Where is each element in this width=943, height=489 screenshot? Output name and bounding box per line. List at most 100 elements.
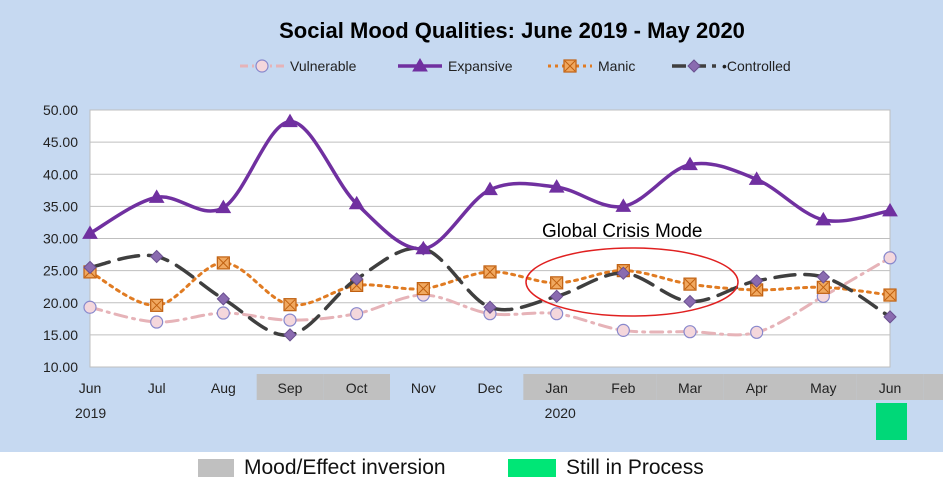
data-point-expansive [682,156,698,171]
data-point-manic-cross [884,289,896,301]
inversion-band [856,374,924,400]
in-process-swatch [508,459,556,477]
data-point-controlled [483,300,497,314]
data-point-controlled [616,266,631,280]
data-point-expansive [815,211,832,226]
inversion-band [323,374,390,400]
x-tick-label: Mar [678,380,702,396]
legend-label-controlled: •Controlled [722,58,791,74]
data-point-manic-cross [284,299,296,311]
x-tick-label: Apr [746,380,768,396]
data-point-vulnerable [883,251,897,265]
legend-item-vulnerable: Vulnerable [240,58,357,74]
data-point-expansive [82,225,98,239]
y-tick-label: 15.00 [43,327,78,343]
x-tick-label: Jun [79,380,102,396]
data-point-manic-cross [484,266,496,278]
data-point-manic-cross [551,277,563,289]
y-tick-label: 30.00 [43,231,78,247]
data-point-vulnerable [150,315,164,329]
y-tick-label: 45.00 [43,134,78,150]
y-tick-label: 40.00 [43,166,78,182]
legend-label-expansive: Expansive [448,58,513,74]
year-label: 2019 [75,405,106,421]
data-point-expansive [548,179,565,193]
data-point-vulnerable [616,323,630,337]
data-point-manic-cross [684,278,696,290]
annotation-label: Global Crisis Mode [542,221,703,242]
inversion-band [256,374,324,400]
inversion-swatch [198,459,234,477]
x-tick-label: Jun [879,380,902,396]
chart-title: Social Mood Qualities: June 2019 - May 2… [279,18,745,43]
data-point-controlled [283,328,297,342]
data-point-vulnerable [216,306,230,320]
data-point-controlled [349,272,364,286]
data-point-expansive [282,113,298,128]
y-tick-label: 25.00 [43,263,78,279]
legend-item-in-process: Still in Process [508,456,704,480]
legend-item-manic: Manic [548,58,635,74]
legend-item-inversion: Mood/Effect inversion [198,456,446,480]
data-point-controlled [549,289,564,304]
data-point-expansive [882,202,898,217]
legend-marker-manic-cross [564,60,576,72]
legend-label-inversion: Mood/Effect inversion [244,456,446,479]
x-tick-label: Jul [148,380,166,396]
data-point-vulnerable [750,325,764,339]
x-tick-label: Sep [278,380,303,396]
bottom-legend: Mood/Effect inversion Still in Process [0,452,943,486]
y-tick-label: 35.00 [43,198,78,214]
data-point-expansive [615,198,632,212]
data-point-vulnerable [83,300,97,314]
legend-label-manic: Manic [598,58,635,74]
data-point-manic-cross [417,283,429,294]
x-tick-label: Nov [411,380,436,396]
data-point-expansive [748,171,765,185]
data-point-manic-cross [751,284,763,296]
legend-item-expansive: Expansive [398,58,513,74]
y-tick-label: 10.00 [43,359,78,375]
inversion-band [656,374,724,400]
data-point-controlled [683,294,697,309]
data-point-manic-cross [217,257,229,269]
inversion-band [790,374,857,400]
data-point-expansive [415,240,432,255]
data-point-vulnerable [350,307,364,321]
x-tick-label: Dec [478,380,503,396]
legend-label-vulnerable: Vulnerable [290,58,357,74]
inversion-band [590,374,657,400]
data-point-controlled [216,292,231,306]
data-point-manic-cross [151,299,163,311]
year-label: 2020 [545,405,576,421]
data-point-expansive [348,195,365,210]
x-tick-label: Jan [545,380,568,396]
data-point-controlled [883,310,897,324]
data-point-controlled [83,260,97,275]
inversion-band [723,374,790,400]
inversion-band [523,374,590,400]
in-process-box [876,403,907,440]
y-tick-label: 50.00 [43,102,78,118]
x-tick-label: Aug [211,380,236,396]
crisis-ellipse [525,247,739,317]
chart-svg: 10.00 15.00 20.00 25.00 30.00 35.00 40.00 45.00… [0,0,943,452]
inversion-band-tail [923,374,943,400]
legend-marker-controlled [687,59,701,73]
data-point-controlled [816,270,831,284]
x-tick-label: May [810,380,836,396]
legend-label-in-process: Still in Process [566,456,704,479]
legend-marker-expansive [412,58,428,72]
data-point-controlled [749,274,764,288]
data-point-vulnerable [283,313,297,327]
data-point-vulnerable [683,325,697,339]
legend-marker-vulnerable [255,59,269,73]
x-tick-label: Oct [346,380,368,396]
data-point-expansive [215,199,232,214]
y-tick-label: 20.00 [43,295,78,311]
data-point-vulnerable [550,307,564,321]
data-point-manic-cross [817,281,829,293]
x-tick-label: Feb [611,380,635,396]
legend-item-controlled: •Controlled [672,58,791,74]
